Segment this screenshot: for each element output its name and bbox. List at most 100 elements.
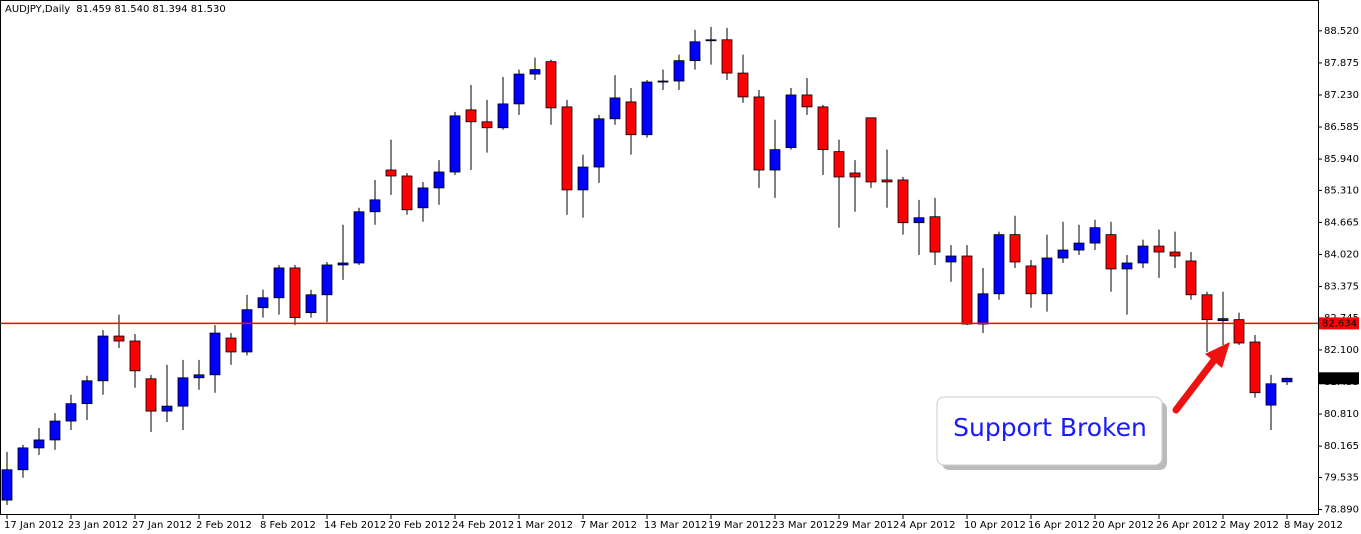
- x-tick-label: 23 Mar 2012: [772, 520, 835, 531]
- candle-body: [1137, 245, 1149, 264]
- candle-body: [625, 101, 637, 136]
- x-tick-label: 17 Jan 2012: [4, 520, 64, 531]
- candle-body: [1121, 262, 1133, 270]
- candle-body: [961, 255, 973, 325]
- candle-body: [353, 211, 365, 264]
- candle-body: [369, 199, 381, 213]
- candle-body: [785, 94, 797, 149]
- x-tick-label: 14 Feb 2012: [324, 520, 386, 531]
- candle-body: [1041, 257, 1053, 295]
- x-tick-label: 2 May 2012: [1220, 520, 1279, 531]
- candle-body: [513, 73, 525, 105]
- candle-body: [705, 39, 717, 42]
- candle-body: [769, 149, 781, 171]
- chart-header: AUDJPY,Daily 81.459 81.540 81.394 81.530: [5, 4, 226, 15]
- candle-body: [1153, 245, 1165, 253]
- candle-body: [433, 171, 445, 189]
- candle-body: [481, 121, 493, 129]
- support-label-bg: [1319, 317, 1359, 330]
- candle-body: [97, 335, 109, 382]
- candle-body: [209, 332, 221, 376]
- candle-body: [577, 166, 589, 191]
- candle-body: [1057, 249, 1069, 259]
- candle-body: [337, 262, 349, 266]
- candle-body: [801, 94, 813, 108]
- x-tick-label: 16 Apr 2012: [1028, 520, 1090, 531]
- x-tick-label: 20 Apr 2012: [1092, 520, 1154, 531]
- x-tick-label: 23 Jan 2012: [68, 520, 128, 531]
- x-tick-label: 20 Feb 2012: [388, 520, 450, 531]
- x-tick-label: 10 Apr 2012: [964, 520, 1026, 531]
- candle-body: [193, 374, 205, 379]
- candle-body: [497, 103, 509, 129]
- candle-body: [241, 309, 253, 353]
- y-tick-label: 83.375: [1324, 282, 1359, 293]
- candle-body: [33, 439, 45, 449]
- symbol: AUDJPY,Daily: [5, 4, 70, 15]
- x-tick-label: 13 Mar 2012: [644, 520, 707, 531]
- candle-body: [1249, 341, 1261, 394]
- candle-body: [865, 117, 877, 183]
- y-tick-label: 79.535: [1324, 472, 1359, 483]
- candle-body: [449, 115, 461, 173]
- candle-body: [273, 267, 285, 299]
- x-tick-label: 27 Jan 2012: [132, 520, 192, 531]
- y-tick-label: 82.100: [1324, 345, 1359, 356]
- y-tick-label: 85.310: [1324, 185, 1359, 196]
- arrow-shaft: [1172, 351, 1222, 414]
- candle-body: [401, 175, 413, 211]
- candle-body: [129, 340, 141, 372]
- y-tick-label: 84.665: [1324, 217, 1359, 228]
- x-tick-label: 8 Feb 2012: [260, 520, 316, 531]
- last-price-bg: [1319, 372, 1359, 385]
- annotation-box: [936, 396, 1163, 466]
- candle-body: [641, 81, 653, 136]
- candle-body: [1089, 227, 1101, 244]
- candle-body: [1233, 319, 1245, 344]
- candle-body: [561, 106, 573, 191]
- candle-body: [849, 172, 861, 178]
- candle-body: [529, 69, 541, 75]
- candle-body: [737, 72, 749, 98]
- y-tick-label: 86.585: [1324, 122, 1359, 133]
- candle-body: [17, 447, 29, 471]
- candle-body: [545, 61, 557, 109]
- last-price-label: 81.530: [1322, 373, 1357, 384]
- y-tick-label: 88.520: [1324, 26, 1359, 37]
- candle-body: [1009, 234, 1021, 263]
- candle-body: [897, 179, 909, 224]
- y-tick-label: 87.230: [1324, 90, 1359, 101]
- candle-body: [177, 377, 189, 407]
- x-tick-label: 26 Apr 2012: [1156, 520, 1218, 531]
- x-tick-label: 24 Feb 2012: [452, 520, 514, 531]
- x-tick-label: 7 Mar 2012: [580, 520, 637, 531]
- candle-body: [1169, 251, 1181, 257]
- candle-body: [1105, 234, 1117, 270]
- candle-body: [945, 255, 957, 263]
- candle-body: [993, 234, 1005, 295]
- candle-body: [1217, 318, 1229, 322]
- arrow-head: [1205, 342, 1230, 368]
- candle-body: [1281, 377, 1293, 383]
- candle-body: [673, 60, 685, 82]
- candle-body: [833, 151, 845, 178]
- candle-body: [1, 469, 13, 501]
- candle-body: [385, 169, 397, 177]
- x-tick-label: 8 May 2012: [1284, 520, 1343, 531]
- candle-body: [1201, 294, 1213, 321]
- marks: 88.520 87.875 87.230 86.585 85.940 85.310 84.6…: [1, 26, 1359, 531]
- x-tick-label: 2 Feb 2012: [196, 520, 252, 531]
- candle-body: [721, 39, 733, 74]
- candle-body: [609, 97, 621, 120]
- candle-body: [817, 106, 829, 151]
- candle-body: [1185, 260, 1197, 296]
- candle-body: [689, 41, 701, 62]
- support-label: 82.634: [1322, 318, 1357, 329]
- y-tick-label: 84.020: [1324, 250, 1359, 261]
- candle-body: [465, 109, 477, 123]
- candle-body: [881, 179, 893, 183]
- candle-body: [65, 403, 77, 422]
- candle-body: [657, 80, 669, 83]
- candle-body: [1265, 383, 1277, 406]
